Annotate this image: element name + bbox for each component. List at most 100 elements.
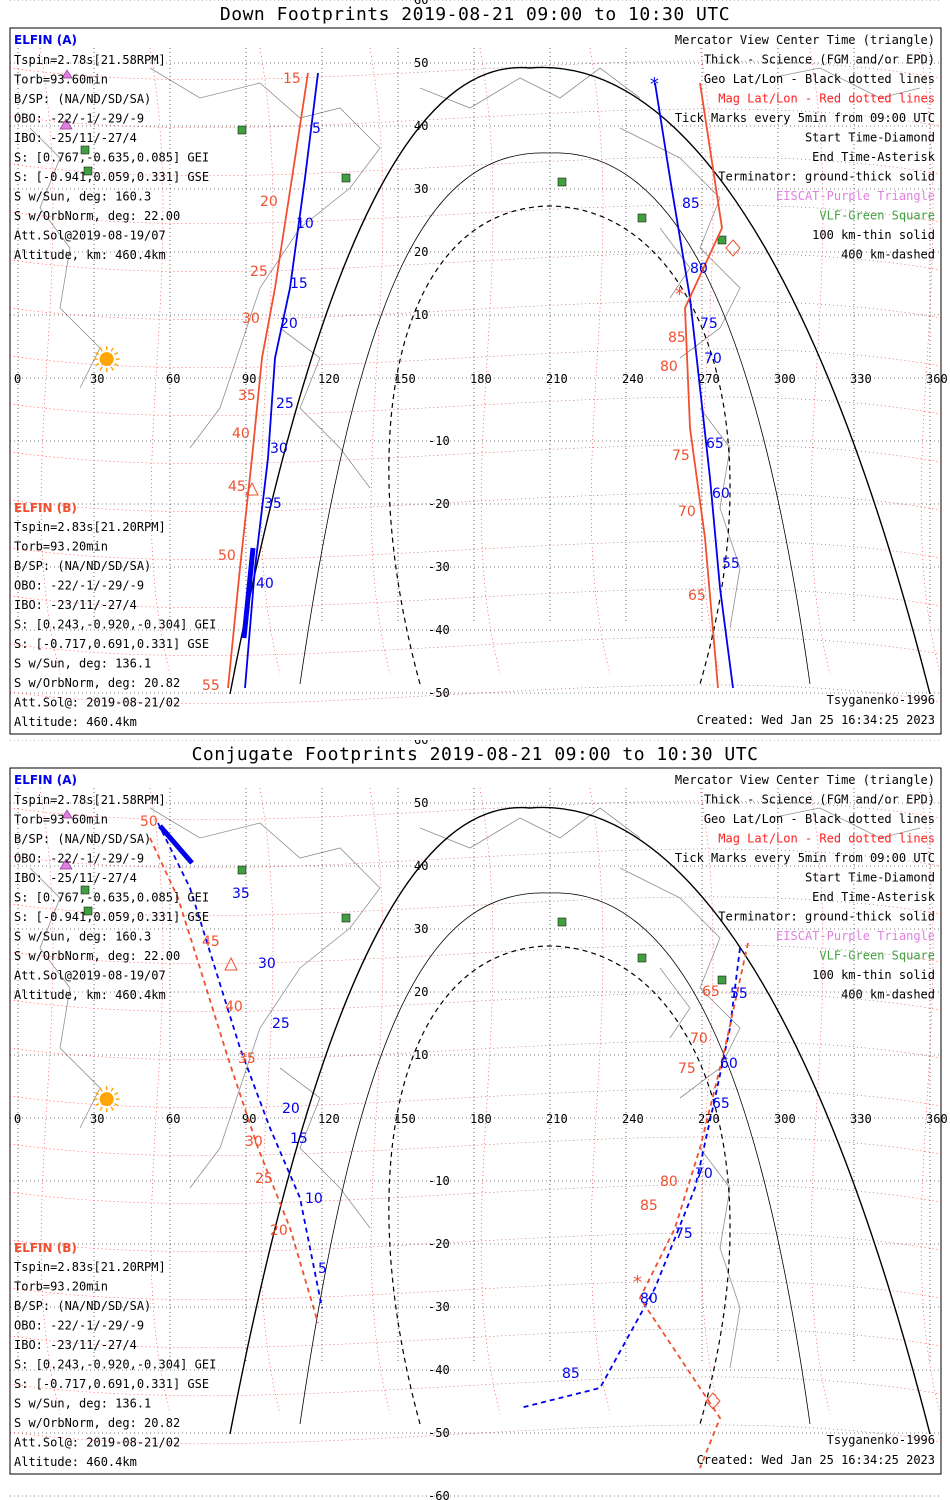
lat-tick-label: 50 — [414, 796, 428, 810]
elfin-b-tick-label: 55 — [202, 678, 220, 694]
lon-tick-label: 240 — [622, 372, 644, 386]
elfin-a-info-line: B/SP: (NA/ND/SD/SA) — [14, 832, 151, 846]
legend: Mercator View Center Time (triangle) Thic… — [675, 773, 936, 1002]
coastline — [149, 67, 381, 449]
sun-disk — [99, 1092, 114, 1107]
elfin-a-tick-label: 10 — [305, 1191, 323, 1207]
elfin-b-info-line: Altitude: 460.4km — [14, 1455, 137, 1469]
elfin-a-tick-label: 5 — [312, 121, 321, 137]
legend-item: Mag Lat/Lon - Red dotted lines — [718, 92, 935, 106]
mag-meridian — [919, 787, 941, 1415]
elfin-a-tick-label: 15 — [290, 276, 308, 292]
elfin-a-tick-label: 65 — [712, 1096, 730, 1112]
elfin-b-tick-label: 80 — [660, 359, 678, 375]
elfin-b-tick-label: 80 — [660, 1174, 678, 1190]
lon-tick-label: 90 — [242, 372, 256, 386]
elfin-a-tick-label: 60 — [720, 1056, 738, 1072]
elfin-b-tick-label: 20 — [270, 1223, 288, 1239]
elfin-a-info-line: Altitude, km: 460.4km — [14, 988, 166, 1002]
elfin-b-info-line: Torb=93.20min — [14, 1280, 108, 1294]
elfin-b-info-line: S w/Sun, deg: 136.1 — [14, 1397, 151, 1411]
vlf-stations — [80, 865, 727, 985]
elfin-b-tick-label: 70 — [678, 504, 696, 520]
elfin-a-name: ELFIN (A) — [14, 33, 77, 47]
legend-item: Thick - Science (FGM and/or EPD) — [704, 53, 935, 67]
map-border — [9, 767, 942, 1475]
elfin-b-tick-label: 40 — [232, 426, 250, 442]
elfin-a-info: ELFIN (A) Tspin=2.78s[21.58RPM] Torb=93.60… — [14, 33, 209, 262]
lon-tick-label: 300 — [774, 372, 796, 386]
elfin-a-tick-label: 55 — [730, 986, 748, 1002]
lon-tick-label: 30 — [90, 1112, 104, 1126]
eiscat-triangle — [61, 809, 73, 819]
elfin-a-tick-label: 30 — [258, 956, 276, 972]
sun-ray — [99, 366, 103, 371]
elfin-a-tick-label: 15 — [290, 1131, 308, 1147]
elfin-b-info-line: Att.Sol@: 2019-08-21/02 — [14, 1436, 180, 1450]
elfin-a-tick-label: 30 — [270, 441, 288, 457]
legend-item: VLF-Green Square — [819, 209, 935, 223]
elfin-a-info-line: S w/Sun, deg: 160.3 — [14, 190, 151, 204]
geo-grid — [10, 740, 941, 1497]
panel-title: Down Footprints 2019-08-21 09:00 to 10:3… — [219, 4, 731, 25]
lon-tick-label: 300 — [774, 1112, 796, 1126]
elfin-b-start-diamond — [705, 1392, 721, 1410]
elfin-a-info-line: Tspin=2.78s[21.58RPM] — [14, 793, 166, 807]
mag-meridian — [259, 787, 281, 1415]
sun-ray — [110, 1087, 114, 1092]
lat-tick-label: 10 — [414, 1048, 428, 1062]
legend-item: Geo Lat/Lon - Black dotted lines — [704, 72, 935, 86]
elfin-a-info-line: S w/OrbNorm, deg: 22.00 — [14, 209, 180, 223]
lon-tick-label: 0 — [14, 1112, 21, 1126]
elfin-b-info-line: OBO: -22/-1/-29/-9 — [14, 1319, 144, 1333]
legend-item: Geo Lat/Lon - Black dotted lines — [704, 812, 935, 826]
mag-meridian — [589, 787, 611, 1415]
elfin-b-info-line: S: [0.243,-0.920,-0.304] GEI — [14, 618, 216, 632]
legend-item: Terminator: ground-thick solid — [718, 170, 935, 184]
elfin-a-tick-label: 25 — [276, 396, 294, 412]
axis-labels: 0306090120150180210240270300330360706050… — [14, 740, 948, 1500]
elfin-b-tick-label: 30 — [242, 311, 260, 327]
mag-meridian — [369, 47, 391, 675]
lat-tick-label: 20 — [414, 245, 428, 259]
elfin-a-info-line: B/SP: (NA/ND/SD/SA) — [14, 92, 151, 106]
map-border — [9, 27, 942, 735]
elfin-b-info-line: Att.Sol@: 2019-08-21/02 — [14, 696, 180, 710]
down-footprints-map: 0 30 60 90 120 150 180 210 240 270 300 330 360 70 60 50… — [9, 0, 948, 735]
coastline — [699, 1147, 741, 1369]
coastline — [279, 327, 371, 489]
lon-tick-label: 120 — [318, 1112, 340, 1126]
elfin-a-info-line: Att.Sol@2019-08-19/07 — [14, 969, 166, 983]
elfin-b-view-center-triangle — [224, 956, 238, 971]
elfin-b-tick-label: 15 — [283, 71, 301, 87]
elfin-a-tick-label: 5 — [318, 1261, 327, 1277]
mag-meridian — [149, 787, 171, 1415]
elfin-a-tick-label: 65 — [706, 436, 724, 452]
vlf-station — [237, 865, 247, 875]
geo-grid — [10, 0, 941, 694]
vlf-station — [237, 125, 247, 135]
footer-model: Tsyganenko-1996 — [827, 1433, 935, 1447]
lat-tick-label: -60 — [428, 1489, 450, 1500]
elfin-b-view-center-triangle — [245, 481, 259, 496]
terminator-100km — [299, 892, 811, 1425]
lat-tick-label: 20 — [414, 985, 428, 999]
coastline — [659, 227, 691, 299]
coastline — [769, 67, 921, 99]
vlf-station — [637, 213, 647, 223]
sun-ray — [95, 1102, 100, 1107]
elfin-a-info: ELFIN (A) Tspin=2.78s[21.58RPM] Torb=93.60… — [14, 773, 209, 1002]
elfin-b-tick-label: 75 — [678, 1061, 696, 1077]
elfin-b-tick-label: 75 — [672, 448, 690, 464]
eiscat-site — [59, 69, 73, 130]
eiscat-triangle — [59, 118, 73, 130]
legend-item: Start Time-Diamond — [805, 871, 935, 885]
elfin-b-info-line: Tspin=2.83s[21.20RPM] — [14, 1260, 166, 1274]
coastline — [769, 807, 921, 839]
elfin-b-start-diamond — [725, 239, 741, 257]
legend-item: Tick Marks every 5min from 09:00 UTC — [675, 111, 935, 125]
lat-tick-label: -30 — [428, 1300, 450, 1314]
legend-item: 100 km-thin solid — [812, 968, 935, 982]
elfin-a-info-line: S: [-0.941,0.059,0.331] GSE — [14, 170, 209, 184]
elfin-a-info-line: Tspin=2.78s[21.58RPM] — [14, 53, 166, 67]
